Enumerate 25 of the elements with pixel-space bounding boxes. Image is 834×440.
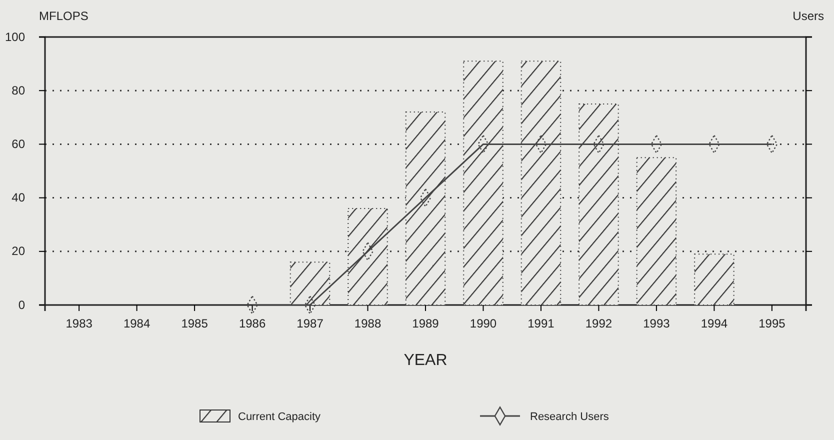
x-tick-label: 1983 bbox=[66, 316, 93, 331]
x-tick-label: 1988 bbox=[354, 316, 382, 331]
x-tick-label: 1989 bbox=[412, 316, 440, 331]
x-tick-label: 1991 bbox=[528, 316, 555, 331]
legend-label: Current Capacity bbox=[238, 411, 322, 423]
y-tick-label: 0 bbox=[18, 298, 26, 312]
x-tick-label: 1992 bbox=[585, 316, 612, 331]
x-tick-label: 1994 bbox=[700, 316, 728, 331]
y2-axis-title: Users bbox=[792, 9, 824, 23]
y-axis-title: MFLOPS bbox=[39, 9, 88, 23]
x-tick-label: 1995 bbox=[758, 316, 786, 331]
x-axis-title: YEAR bbox=[404, 352, 448, 369]
y-tick-label: 60 bbox=[12, 137, 26, 152]
y-tick-label: 100 bbox=[4, 30, 26, 44]
y-tick-label: 40 bbox=[12, 190, 26, 205]
x-tick-label: 1985 bbox=[181, 316, 208, 331]
bar bbox=[290, 262, 330, 306]
x-tick-label: 1984 bbox=[123, 316, 150, 331]
x-tick-label: 1987 bbox=[296, 316, 324, 331]
x-tick-label: 1986 bbox=[238, 316, 266, 331]
x-tick-label: 1993 bbox=[643, 316, 670, 331]
y-tick-label: 80 bbox=[12, 83, 26, 98]
legend-label: Research Users bbox=[530, 411, 610, 423]
x-tick-label: 1990 bbox=[470, 316, 497, 331]
y-tick-label: 20 bbox=[12, 244, 26, 258]
